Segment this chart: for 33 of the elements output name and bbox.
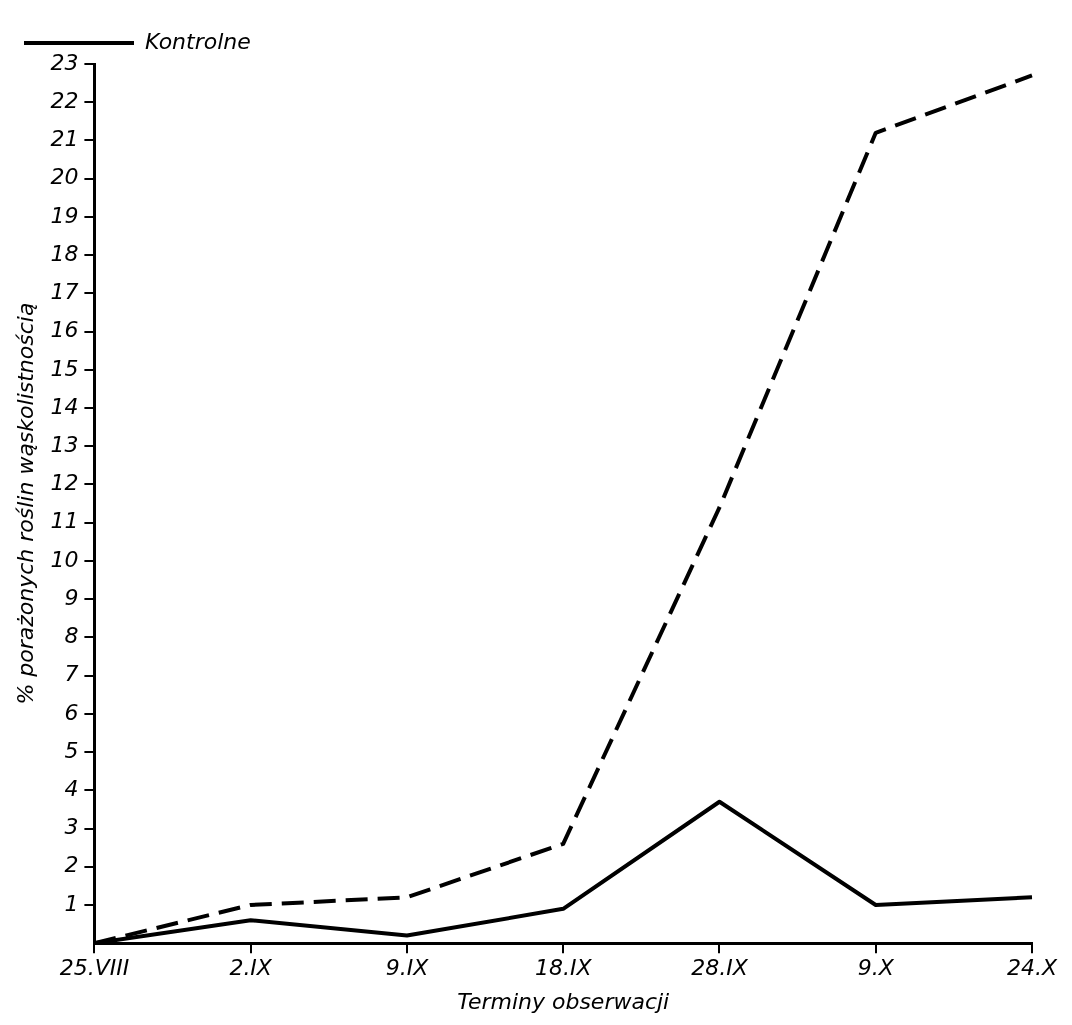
x-tick-label: 24.X — [1006, 955, 1058, 981]
x-axis-title: Terminy obserwacji — [457, 988, 670, 1014]
y-tick-label: 7 — [64, 661, 79, 687]
y-tick-label: 1 — [64, 890, 79, 916]
y-tick-label: 3 — [64, 814, 79, 840]
y-tick-label: 22 — [50, 87, 79, 113]
y-axis-title: % porażonych roślin wąskolistnością — [12, 302, 38, 705]
y-tick-label: 6 — [64, 699, 79, 725]
y-tick-label: 11 — [50, 508, 79, 534]
y-tick-label: 19 — [50, 202, 79, 228]
x-tick-label: 28.IX — [691, 955, 749, 981]
y-tick-label: 9 — [64, 584, 79, 610]
y-tick-label: 8 — [64, 623, 79, 649]
x-tick-label: 2.IX — [229, 955, 273, 981]
y-tick-label: 15 — [50, 355, 79, 381]
y-tick-label: 20 — [50, 164, 79, 190]
y-tick-label: 21 — [50, 126, 79, 152]
y-tick-label: 14 — [50, 393, 79, 419]
y-tick-label: 23 — [50, 49, 79, 75]
x-tick-label: 25.VIII — [59, 955, 130, 981]
y-tick-label: 2 — [64, 852, 79, 878]
x-tick-label: 9.IX — [385, 955, 430, 981]
legend-label: Kontrolne — [145, 28, 251, 54]
y-tick-label: 4 — [64, 776, 79, 802]
x-tick-label: 9.X — [857, 955, 895, 981]
y-tick-label: 10 — [50, 546, 79, 572]
y-tick-label: 16 — [50, 317, 79, 343]
y-tick-label: 18 — [50, 240, 79, 266]
x-tick-label: 18.IX — [534, 955, 593, 981]
y-tick-label: 13 — [50, 431, 79, 457]
y-tick-label: 17 — [50, 279, 79, 305]
y-tick-label: 12 — [50, 470, 79, 496]
y-tick-label: 5 — [64, 737, 79, 763]
